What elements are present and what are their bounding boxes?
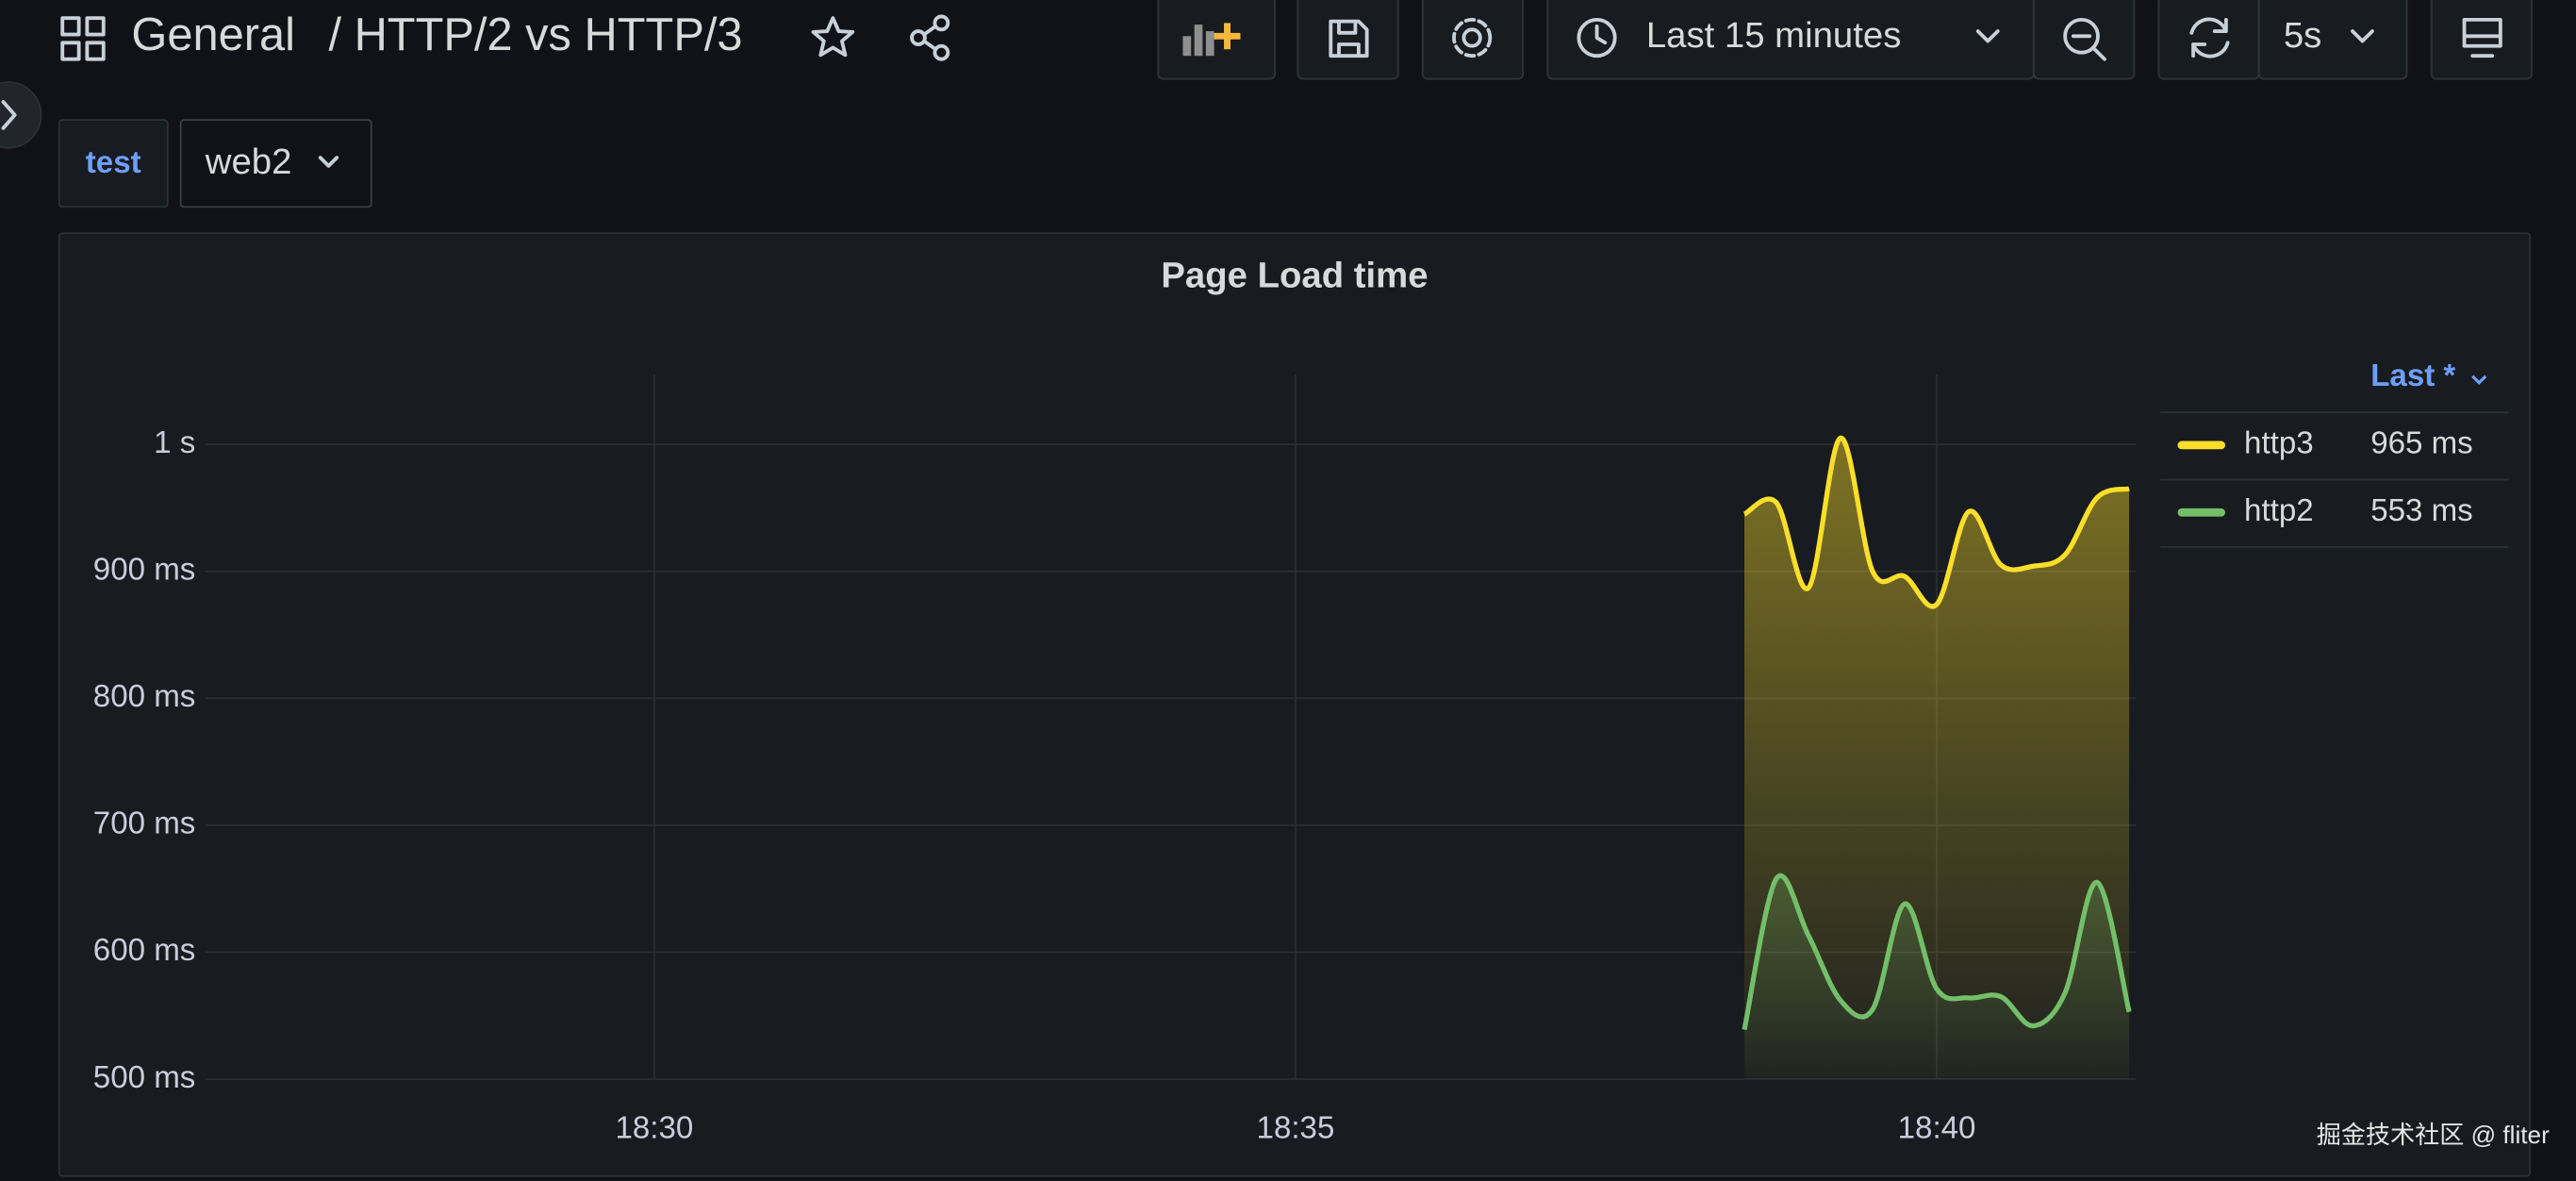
grid-icon <box>60 16 106 61</box>
chevron-icon <box>2471 374 2487 385</box>
refresh-button[interactable] <box>2157 0 2260 80</box>
series-line <box>1742 435 2130 609</box>
time-range: Last 15 minutes <box>1646 15 1902 56</box>
series-line <box>1742 873 2132 1031</box>
save-button[interactable] <box>1296 0 1399 80</box>
chevron-icon <box>2351 29 2374 43</box>
chevron-icon <box>1975 29 2000 43</box>
dashboard-title[interactable]: / HTTP/2 vs HTTP/3 <box>328 9 742 60</box>
settings-button[interactable] <box>1421 0 1525 80</box>
legend-header[interactable]: Last * <box>2370 358 2455 393</box>
panel-title: Page Load time <box>1161 255 1428 295</box>
variable-value: web2 <box>205 141 292 182</box>
chevron-icon <box>1 100 17 130</box>
y-tick-label: 900 ms <box>93 552 196 587</box>
clock-icon <box>1577 17 1617 58</box>
zoom-icon <box>2063 17 2106 61</box>
tv-icon <box>2462 17 2502 58</box>
refresh-interval-value: 5s <box>2284 15 2321 56</box>
y-tick-label: 700 ms <box>93 807 196 841</box>
legend-value: 965 ms <box>2370 426 2473 461</box>
watermark: 掘金技术社区 @ fliter <box>2317 1121 2550 1149</box>
sidebar-toggle[interactable] <box>0 81 42 149</box>
refresh-icon <box>2189 17 2230 58</box>
chevron-icon <box>318 156 339 168</box>
panel <box>58 232 2532 1177</box>
x-tick-label: 18:35 <box>1257 1111 1335 1146</box>
folder-link[interactable]: General <box>131 9 295 60</box>
x-tick-label: 18:30 <box>615 1111 693 1146</box>
zoom-out-button[interactable] <box>2032 0 2136 80</box>
variable-label: test <box>86 145 141 180</box>
add-panel-icon <box>1182 23 1241 57</box>
plot: 500 ms 600 ms 700 ms 800 ms 900 ms 1 s 18:30 18… <box>93 374 2509 1146</box>
y-tick-label: 500 ms <box>93 1060 196 1095</box>
refresh-interval[interactable] <box>2257 0 2408 80</box>
x-tick-label: 18:40 <box>1898 1111 1976 1146</box>
save-icon <box>1329 19 1369 58</box>
settings-icon <box>1452 17 1493 58</box>
variable-label-box <box>58 119 169 208</box>
legend-name: http2 <box>2244 493 2314 528</box>
tv-mode-button[interactable] <box>2430 0 2534 80</box>
legend-value: 553 ms <box>2370 493 2473 528</box>
share-button[interactable] <box>910 14 950 61</box>
area-fill <box>1744 438 2130 1080</box>
y-tick-label: 800 ms <box>93 679 196 714</box>
y-tick-label: 1 s <box>154 425 195 460</box>
variable-select[interactable] <box>179 119 372 208</box>
legend-name: http3 <box>2244 426 2314 461</box>
star-button[interactable] <box>811 16 855 58</box>
y-tick-label: 600 ms <box>93 933 196 968</box>
